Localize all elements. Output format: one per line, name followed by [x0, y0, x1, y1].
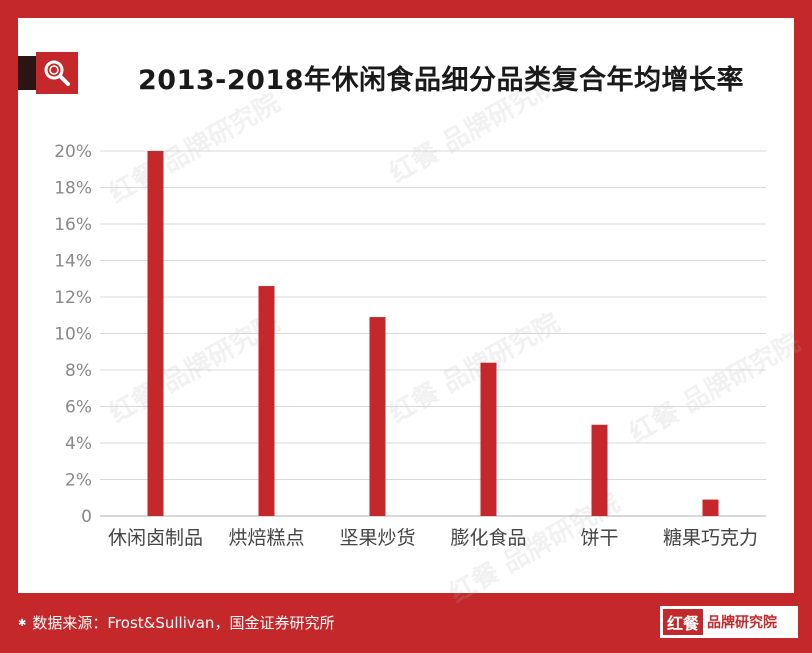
- bar: [258, 286, 275, 516]
- chart-title: 2013-2018年休闲食品细分品类复合年均增长率: [138, 65, 744, 96]
- bar: [480, 362, 497, 516]
- chart-card: 红餐 品牌研究院 红餐 品牌研究院 红餐 品牌研究院 红餐 品牌研究院 红餐 品…: [18, 18, 805, 609]
- brand-name: 品牌研究院: [707, 615, 778, 631]
- y-tick-label: 18%: [54, 179, 92, 199]
- y-tick-label: 12%: [54, 288, 92, 308]
- asterisk-icon: ✱: [18, 618, 27, 629]
- x-tick-label: 坚果炒货: [339, 527, 415, 549]
- bar: [147, 151, 164, 516]
- y-tick-label: 14%: [54, 252, 92, 272]
- x-tick-label: 烘焙糕点: [228, 527, 304, 549]
- y-tick-label: 10%: [54, 325, 92, 345]
- chart-title-row: 2013-2018年休闲食品细分品类复合年均增长率: [18, 52, 794, 102]
- x-tick-label: 糖果巧克力: [663, 527, 758, 549]
- bar: [369, 317, 386, 516]
- title-icon-box: [36, 52, 78, 94]
- y-tick-label: 0: [81, 507, 92, 527]
- source-note-text: 数据来源：Frost&Sullivan，国金证券研究所: [32, 614, 335, 632]
- x-tick-label: 饼干: [580, 527, 618, 549]
- y-tick-label: 16%: [54, 215, 92, 235]
- brand-mark: 红餐: [663, 609, 704, 635]
- y-tick-label: 8%: [65, 361, 92, 381]
- x-tick-label: 膨化食品: [450, 527, 526, 549]
- brand-logo: 红餐 品牌研究院: [660, 606, 798, 638]
- y-tick-label: 6%: [65, 398, 92, 418]
- title-accent-bar: [18, 56, 36, 90]
- bar: [702, 499, 719, 516]
- source-note: ✱ 数据来源：Frost&Sullivan，国金证券研究所: [18, 612, 334, 633]
- y-tick-label: 4%: [65, 434, 92, 454]
- y-tick-label: 2%: [65, 471, 92, 491]
- y-tick-label: 20%: [54, 142, 92, 162]
- bar: [591, 424, 608, 516]
- x-tick-label: 休闲卤制品: [108, 527, 203, 549]
